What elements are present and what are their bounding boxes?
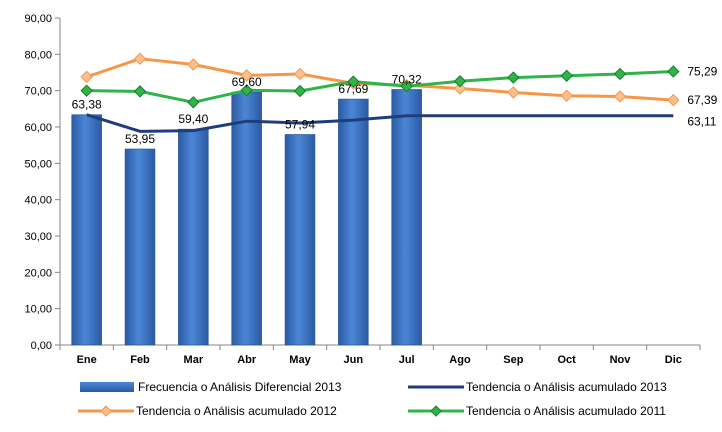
data-point (133, 52, 147, 65)
series-line (86, 69, 674, 104)
data-point (80, 84, 93, 97)
data-point (240, 69, 253, 82)
legend-label: Frecuencia o Análisis Diferencial 2013 (138, 380, 342, 394)
legend-label: Tendencia o Análisis acumulado 2012 (136, 404, 337, 418)
data-point (613, 67, 627, 81)
data-point (667, 93, 680, 107)
data-point (133, 85, 147, 98)
legend-item-line-2011: Tendencia o Análisis acumulado 2011 (408, 404, 666, 418)
legend-item-bars-2013: Frecuencia o Análisis Diferencial 2013 (78, 380, 341, 394)
data-label: 67,69 (338, 82, 368, 96)
data-point (80, 70, 93, 84)
data-point (453, 82, 467, 95)
x-tick-label: Feb (130, 354, 150, 366)
bar (391, 89, 422, 346)
bar (231, 91, 262, 346)
data-point (507, 71, 520, 84)
y-tick-label: 20,00 (24, 267, 52, 279)
y-tick-label: 60,00 (24, 122, 52, 134)
y-tick-label: 0,00 (31, 340, 52, 352)
x-tick-label: Ago (449, 354, 471, 366)
data-label: 63,38 (72, 98, 102, 112)
data-point (187, 96, 200, 109)
bar (124, 148, 156, 346)
y-tick-label: 50,00 (24, 158, 52, 170)
x-tick-label: Sep (503, 354, 523, 366)
legend-item-line-2013: Tendencia o Análisis acumulado 2013 (408, 380, 667, 394)
y-tick-label: 90,00 (24, 13, 52, 25)
data-point (400, 80, 413, 93)
legend-swatch-bar-icon (80, 382, 134, 392)
data-label: 53,95 (125, 132, 155, 146)
legend-swatch-diamond-icon (408, 405, 464, 417)
end-label: 67,39 (687, 93, 717, 107)
bar (71, 114, 102, 346)
data-label: 70,32 (392, 73, 422, 87)
x-tick-label: Nov (610, 354, 632, 366)
data-point (507, 86, 520, 99)
data-point (453, 75, 467, 88)
x-tick-label: Mar (184, 354, 204, 366)
data-point (560, 69, 573, 82)
data-label: 59,40 (178, 112, 208, 126)
legend-label: Tendencia o Análisis acumulado 2011 (466, 404, 666, 418)
data-point (240, 84, 253, 97)
x-tick-label: Ene (77, 354, 97, 366)
y-tick-label: 10,00 (24, 304, 52, 316)
data-point (667, 65, 680, 78)
data-label: 69,60 (232, 75, 262, 89)
end-label: 63,11 (687, 115, 716, 129)
legend-swatch-line-icon (408, 385, 464, 389)
x-tick-label: Oct (557, 354, 576, 366)
legend: Frecuencia o Análisis Diferencial 2013 T… (0, 370, 722, 432)
y-tick-label: 30,00 (24, 231, 52, 243)
y-tick-label: 40,00 (24, 195, 52, 207)
series-line (86, 57, 674, 102)
legend-label: Tendencia o Análisis acumulado 2013 (466, 380, 667, 394)
y-tick-label: 70,00 (24, 86, 52, 98)
bar (284, 134, 316, 346)
x-tick-label: Jul (399, 354, 415, 366)
chart-plot: 0,00 10,00 20,00 30,00 40,00 50,00 60,00 70,00 8… (24, 13, 717, 366)
data-point (560, 89, 573, 102)
x-tick-label: May (289, 354, 311, 366)
end-label: 75,29 (687, 64, 717, 78)
bar (178, 128, 209, 346)
x-tick-label: Dic (665, 354, 682, 366)
x-tick-label: Abr (237, 354, 257, 366)
data-point (347, 75, 360, 88)
legend-item-line-2012: Tendencia o Análisis acumulado 2012 (78, 404, 337, 418)
y-tick-label: 80,00 (24, 49, 52, 61)
data-point (613, 90, 627, 103)
data-label: 57,94 (285, 117, 315, 131)
series-line (86, 113, 674, 133)
data-point (293, 84, 307, 98)
data-point (293, 67, 307, 81)
bar (338, 98, 369, 346)
x-tick-label: Jun (344, 354, 364, 366)
data-point (187, 58, 200, 71)
legend-swatch-diamond-icon (78, 405, 134, 417)
